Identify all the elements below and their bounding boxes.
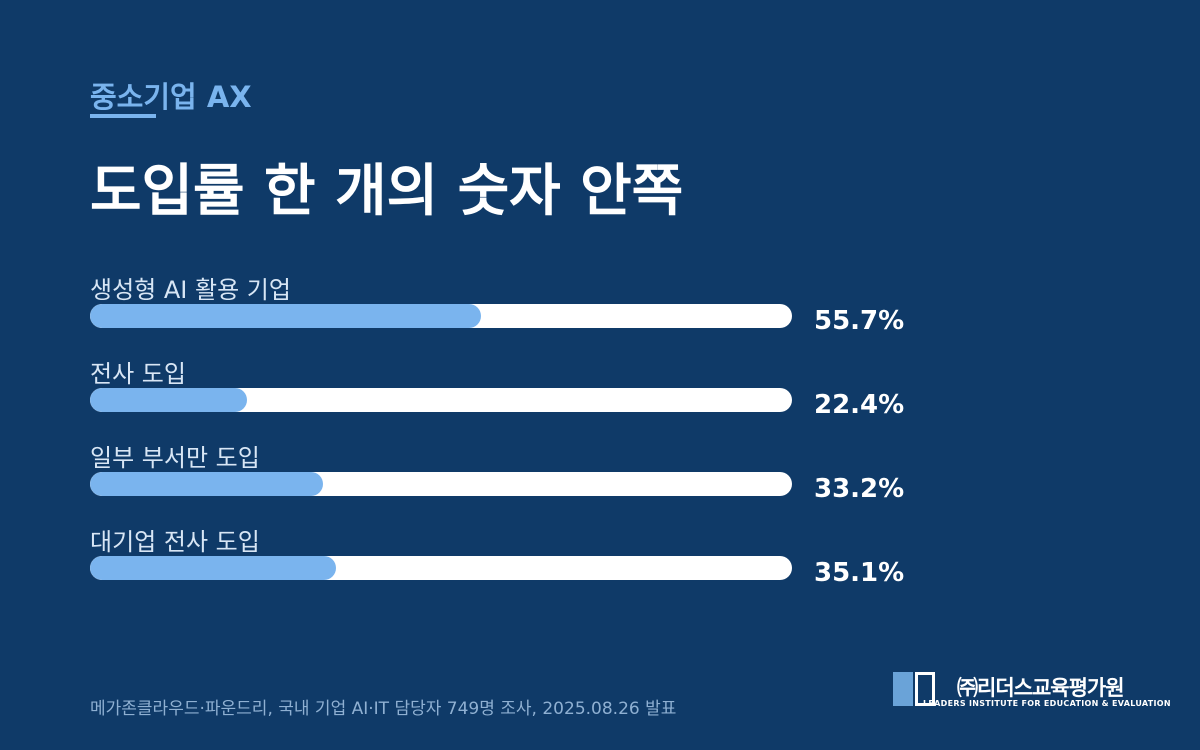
bar-label: 전사 도입: [90, 360, 186, 388]
bar-fill: [90, 556, 337, 580]
bar-row: 생성형 AI 활용 기업 55.7%: [90, 270, 910, 350]
company-logo: ㈜리더스교육평가원 LEADERS INSTITUTE FOR EDUCATIO…: [893, 672, 1171, 712]
bar-label: 대기업 전사 도입: [90, 528, 260, 556]
bar-row: 전사 도입 22.4%: [90, 354, 910, 434]
bar-track: [90, 304, 792, 328]
bar-value-label: 22.4%: [814, 390, 905, 420]
section-kicker: 중소기업 AX: [90, 80, 252, 114]
bar-fill: [90, 304, 481, 328]
kicker-underline: [90, 114, 156, 118]
bar-value-label: 33.2%: [814, 474, 905, 504]
logo-subtitle: LEADERS INSTITUTE FOR EDUCATION & EVALUA…: [923, 699, 1171, 708]
bar-value-label: 35.1%: [814, 558, 905, 588]
page-title: 도입률 한 개의 숫자 안쪽: [90, 159, 684, 224]
bar-fill: [90, 472, 324, 496]
bar-label: 생성형 AI 활용 기업: [90, 276, 291, 304]
bar-label: 일부 부서만 도입: [90, 444, 260, 472]
logo-text: ㈜리더스교육평가원: [957, 676, 1125, 700]
bar-track: [90, 388, 792, 412]
bar-row: 대기업 전사 도입 35.1%: [90, 522, 910, 602]
bar-track: [90, 472, 792, 496]
source-note: 메가존클라우드·파운드리, 국내 기업 AI·IT 담당자 749명 조사, 2…: [90, 699, 677, 719]
bar-row: 일부 부서만 도입 33.2%: [90, 438, 910, 518]
bar-track: [90, 556, 792, 580]
logo-mark-icon: [893, 672, 935, 708]
bar-fill: [90, 388, 248, 412]
bar-value-label: 55.7%: [814, 306, 905, 336]
